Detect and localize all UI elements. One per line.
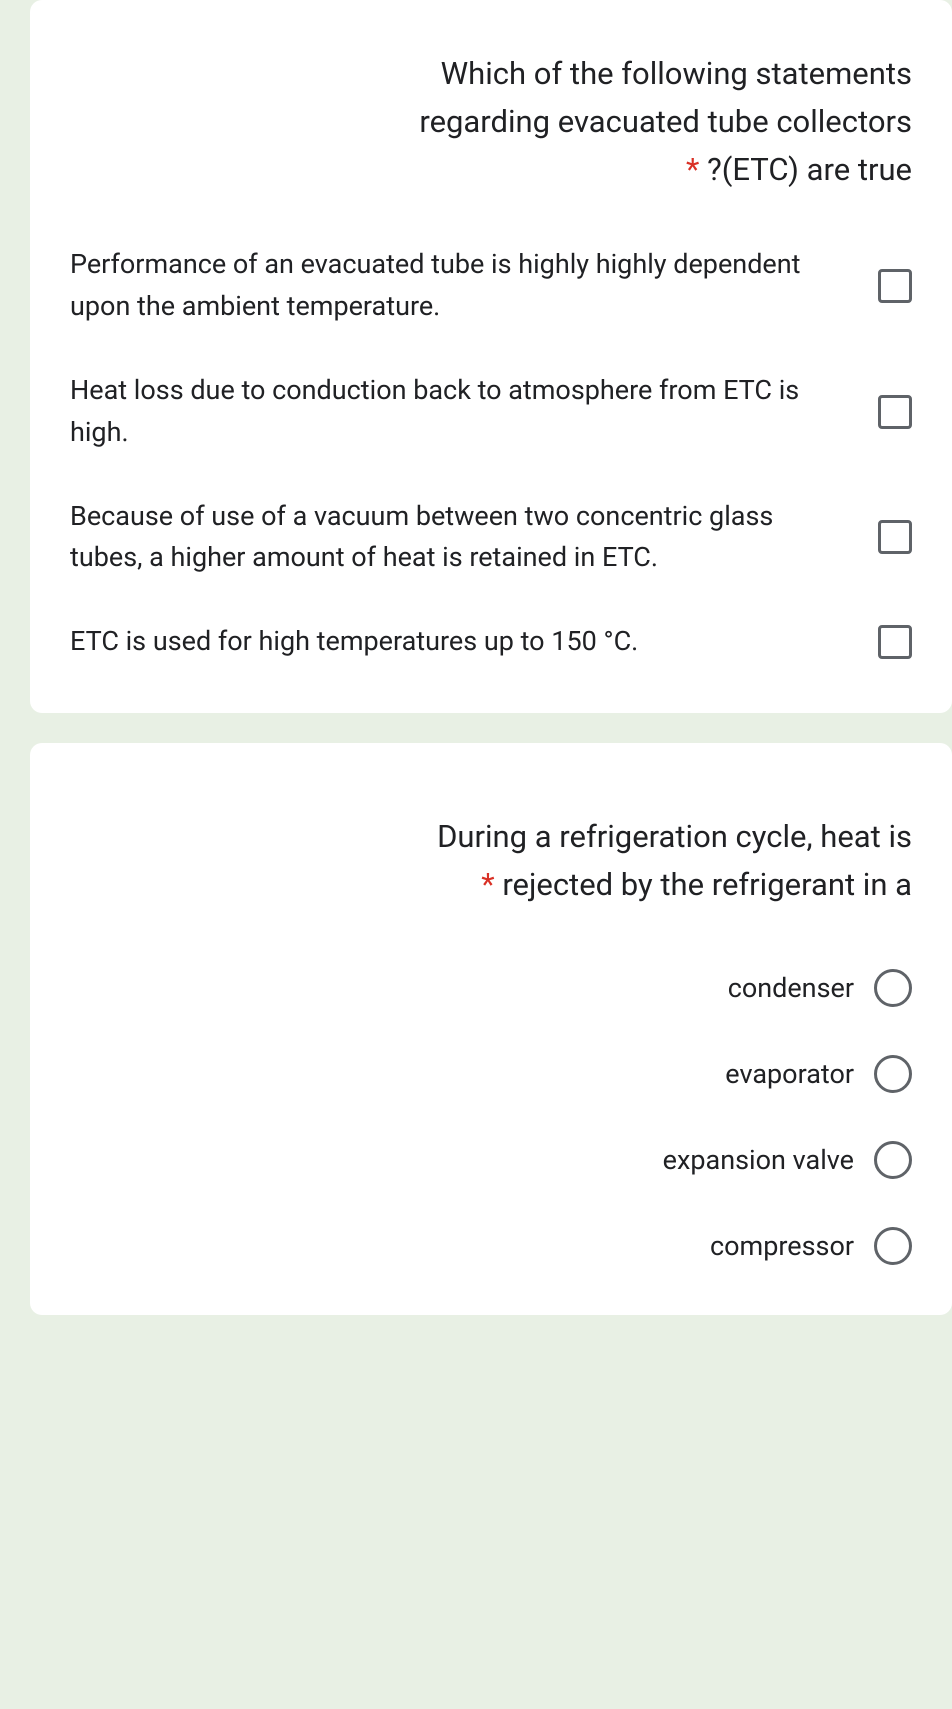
option-label: evaporator	[725, 1058, 854, 1090]
question-card-2: During a refrigeration cycle, heat is * …	[30, 743, 952, 1315]
required-star-icon: *	[481, 866, 494, 903]
option-label: expansion valve	[663, 1144, 854, 1176]
checkbox-option-1[interactable]: Performance of an evacuated tube is high…	[70, 244, 912, 328]
radio-option-2[interactable]: evaporator	[70, 1055, 912, 1093]
question-1-title: Which of the following statements regard…	[70, 30, 912, 194]
radio-option-3[interactable]: expansion valve	[70, 1141, 912, 1179]
radio-option-4[interactable]: compressor	[70, 1227, 912, 1265]
checkbox-option-4[interactable]: ETC is used for high temperatures up to …	[70, 621, 912, 663]
question-2-title: During a refrigeration cycle, heat is * …	[70, 773, 912, 909]
option-label: Heat loss due to conduction back to atmo…	[70, 370, 848, 454]
radio-input[interactable]	[874, 1141, 912, 1179]
checkbox-input[interactable]	[878, 625, 912, 659]
radio-option-1[interactable]: condenser	[70, 969, 912, 1007]
radio-input[interactable]	[874, 1055, 912, 1093]
q1-title-text-1: Which of the following statements	[441, 55, 912, 92]
radio-input[interactable]	[874, 969, 912, 1007]
required-star-icon: *	[686, 151, 699, 188]
q1-title-text-2: regarding evacuated tube collectors	[419, 103, 912, 140]
q2-title-text-2: rejected by the refrigerant in a	[502, 866, 912, 903]
radio-input[interactable]	[874, 1227, 912, 1265]
q1-title-text-3: ?(ETC) are true	[707, 151, 912, 188]
option-label: Because of use of a vacuum between two c…	[70, 496, 848, 580]
q2-title-text-1: During a refrigeration cycle, heat is	[437, 818, 912, 855]
checkbox-option-2[interactable]: Heat loss due to conduction back to atmo…	[70, 370, 912, 454]
option-label: Performance of an evacuated tube is high…	[70, 244, 848, 328]
checkbox-input[interactable]	[878, 269, 912, 303]
option-label: ETC is used for high temperatures up to …	[70, 621, 848, 663]
checkbox-input[interactable]	[878, 395, 912, 429]
checkbox-input[interactable]	[878, 520, 912, 554]
option-label: condenser	[728, 972, 854, 1004]
checkbox-option-3[interactable]: Because of use of a vacuum between two c…	[70, 496, 912, 580]
question-card-1: Which of the following statements regard…	[30, 0, 952, 713]
option-label: compressor	[710, 1230, 854, 1262]
